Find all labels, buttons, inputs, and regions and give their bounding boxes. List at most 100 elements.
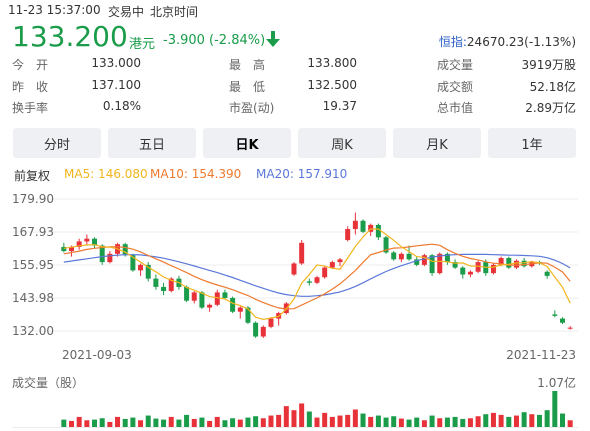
volume-bar [122, 418, 128, 427]
candle [391, 251, 397, 261]
volume-bar [76, 416, 82, 427]
ma20-legend: MA20: 157.910 [256, 167, 348, 181]
volume-bar [283, 406, 289, 427]
candle [345, 226, 351, 242]
candle [145, 262, 151, 282]
adjustment-label[interactable]: 前复权 [14, 169, 51, 183]
stat-volume-value: 3919万股 [521, 58, 576, 72]
volume-bar [199, 417, 205, 427]
volume-bar [452, 416, 458, 427]
currency-label: 港元 [129, 37, 156, 52]
volume-bar [130, 417, 136, 427]
candle [490, 263, 496, 275]
stat-open-label: 今 开 [12, 58, 49, 72]
volume-bar [467, 418, 473, 427]
candle [375, 223, 381, 241]
candle [76, 238, 82, 250]
volume-bar [536, 414, 542, 427]
volume-bar [276, 414, 282, 427]
candle [222, 289, 228, 300]
volume-bar [345, 414, 351, 427]
datetime: 11-23 15:37:00 [8, 3, 101, 17]
volume-bar [184, 414, 190, 427]
volume-bar [429, 415, 435, 427]
stat-low-value: 132.500 [307, 78, 357, 92]
volume-bar [337, 415, 343, 427]
candle [559, 317, 565, 325]
tab-weekly-k[interactable]: 周K [298, 128, 386, 158]
y-tick-label: 155.95 [12, 258, 54, 272]
candle [552, 310, 558, 318]
stat-turnover-value: 0.18% [102, 99, 141, 113]
candle [360, 219, 366, 234]
ma20-line [63, 253, 571, 297]
volume-label: 成交量（股） [12, 376, 85, 390]
volume-bar [268, 415, 274, 427]
x-tick-label-end: 2021-11-23 [506, 348, 576, 362]
stat-open-value: 133.000 [91, 56, 141, 70]
volume-bar [84, 420, 90, 427]
volume-bar [521, 412, 527, 427]
candle [260, 325, 266, 338]
candle [107, 251, 113, 264]
candle [544, 270, 550, 279]
stat-pe-value: 19.37 [322, 99, 357, 113]
timezone-label: 北京时间 [150, 5, 199, 19]
stat-market-cap-label: 总市值 [437, 101, 474, 115]
candle [276, 311, 282, 326]
volume-bar [352, 409, 358, 427]
stat-turnover-label: 换手率 [12, 101, 49, 115]
tab-daily-k[interactable]: 日K [203, 128, 291, 158]
volume-bar [460, 418, 466, 427]
index-link[interactable]: 恒指:24670.23(-1.13%) [439, 33, 576, 50]
volume-bar [92, 419, 98, 427]
candle [567, 326, 573, 330]
volume-bar [375, 415, 381, 427]
tab-intraday[interactable]: 分时 [13, 128, 101, 158]
volume-bar [322, 412, 328, 427]
candle [414, 256, 420, 267]
volume-bar [444, 417, 450, 427]
volume-bar [421, 420, 427, 427]
volume-bar [383, 417, 389, 427]
volume-bar [513, 415, 519, 427]
volume-bar [567, 420, 573, 427]
y-tick-label: 167.93 [12, 225, 54, 239]
volume-bar [145, 415, 151, 427]
candlestick-chart[interactable] [0, 188, 590, 358]
volume-bar [329, 416, 335, 427]
volume-bar [245, 417, 251, 427]
candle [84, 234, 90, 246]
volume-bar [437, 418, 443, 427]
candle [475, 260, 481, 274]
ma5-legend: MA5: 146.080 [64, 167, 148, 181]
candle [92, 237, 98, 249]
candle [237, 306, 243, 319]
volume-bar [529, 414, 535, 427]
volume-bar [360, 413, 366, 427]
candle [322, 266, 328, 279]
volume-bar [544, 410, 550, 427]
volume-bar [314, 417, 320, 427]
stat-prev-close-label: 昨 收 [12, 80, 49, 94]
volume-bar [230, 418, 236, 427]
volume-bar [498, 414, 504, 427]
candle [138, 263, 144, 276]
stat-high-value: 133.800 [307, 56, 357, 70]
tab-one-year[interactable]: 1年 [488, 128, 576, 158]
tab-five-day[interactable]: 五日 [108, 128, 196, 158]
candle [230, 296, 236, 314]
volume-bar [291, 410, 297, 427]
candle [253, 321, 259, 338]
volume-bar [506, 416, 512, 427]
candle [161, 282, 167, 296]
y-tick-label: 179.90 [12, 192, 54, 206]
candle [299, 240, 305, 265]
volume-bar [559, 413, 565, 427]
arrow-down-icon [266, 31, 280, 51]
stat-high-label: 最 高 [229, 58, 266, 72]
tab-monthly-k[interactable]: 月K [393, 128, 481, 158]
candle [291, 262, 297, 276]
candle [61, 242, 67, 253]
volume-bar [306, 411, 312, 427]
